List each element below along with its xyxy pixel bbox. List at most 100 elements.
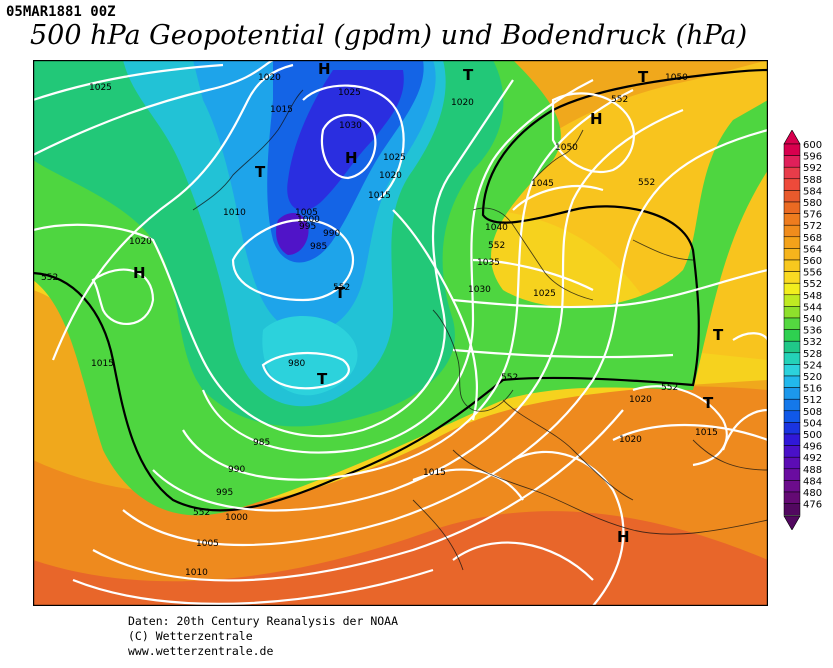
colorbar-tick-label: 488 (803, 465, 822, 476)
colorbar-cell (783, 329, 801, 342)
pressure-label: 1005 (196, 539, 219, 549)
geopotential-label: 552 (488, 241, 505, 251)
colorbar-cell (783, 445, 801, 458)
colorbar-cell (783, 306, 801, 319)
credits-url[interactable]: www.wetterzentrale.de (128, 644, 274, 658)
pressure-label: 1005 (295, 208, 318, 218)
pressure-label: 985 (310, 242, 327, 252)
colorbar-tick-label: 596 (803, 152, 822, 163)
colorbar-top-arrow (783, 130, 801, 145)
colorbar-cell (783, 468, 801, 481)
colorbar-tick-label: 600 (803, 140, 822, 151)
credits: Daten: 20th Century Reanalysis der NOAA … (128, 614, 398, 659)
credits-copyright: (C) Wetterzentrale (128, 629, 253, 643)
pressure-label: 1030 (339, 121, 362, 131)
pressure-label: 1025 (89, 83, 112, 93)
colorbar-tick-label: 592 (803, 163, 822, 174)
pressure-center-marker: T (317, 370, 328, 388)
colorbar-cell (783, 178, 801, 191)
colorbar-cell (783, 433, 801, 446)
geopotential-label: 552 (638, 178, 655, 188)
colorbar-tick-label: 524 (803, 360, 822, 371)
pressure-label: 1010 (223, 208, 246, 218)
pressure-label: 1035 (477, 258, 500, 268)
colorbar-tick-label: 484 (803, 476, 822, 487)
colorbar-tick-label: 588 (803, 175, 822, 186)
colorbar-tick-label: 536 (803, 326, 822, 337)
geopotential-labels: 552 552 552 552 552 552 552 552 (41, 95, 678, 518)
geopotential-label: 552 (193, 508, 210, 518)
pressure-center-marker: H (345, 149, 358, 167)
colorbar-tick-label: 512 (803, 395, 822, 406)
colorbar-cell (783, 480, 801, 493)
colorbar-tick-label: 548 (803, 291, 822, 302)
valid-time-label: 05MAR1881 00Z (6, 4, 116, 20)
geopotential-label: 552 (661, 383, 678, 393)
colorbar-cell (783, 259, 801, 272)
pressure-label: 1045 (531, 179, 554, 189)
pressure-center-marker: T (255, 163, 266, 181)
pressure-label: 1020 (129, 237, 152, 247)
pressure-label: 1020 (629, 395, 652, 405)
colorbar-cell (783, 166, 801, 180)
colorbar-tick-label: 564 (803, 244, 822, 255)
pressure-label: 1040 (485, 223, 508, 233)
colorbar-tick-label: 556 (803, 268, 822, 279)
pressure-center-marker: H (133, 264, 146, 282)
colorbar-cell (783, 294, 801, 307)
colorbar-tick-label: 552 (803, 279, 822, 290)
colorbar-tick-label: 576 (803, 210, 822, 221)
colorbar-cell (783, 236, 801, 249)
colorbar-cell (783, 248, 801, 261)
colorbar-tick-label: 480 (803, 488, 822, 499)
colorbar-tick-label: 532 (803, 337, 822, 348)
colorbar-tick-label: 560 (803, 256, 822, 267)
colorbar-cell (783, 387, 801, 400)
pressure-center-marker: T (713, 326, 724, 344)
colorbar-cells (783, 143, 801, 516)
pressure-label: 1020 (258, 73, 281, 83)
colorbar-cell (783, 410, 801, 423)
colorbar-tick-label: 528 (803, 349, 822, 360)
geopotential-label: 552 (501, 373, 518, 383)
colorbar-cell (783, 375, 801, 388)
colorbar: 6005965925885845805765725685645605565525… (783, 130, 822, 530)
colorbar-tick-label: 572 (803, 221, 822, 232)
field-cyan-low (262, 316, 358, 396)
colorbar-cell (783, 143, 801, 156)
pressure-label: 1020 (619, 435, 642, 445)
colorbar-cell (783, 340, 801, 354)
colorbar-cell (783, 352, 801, 365)
pressure-label: 995 (299, 222, 316, 232)
pressure-labels: 1025 1020 1015 1025 1030 1025 1020 1015 … (89, 73, 718, 578)
geopotential-label: 552 (41, 273, 58, 283)
pressure-label: 1025 (338, 88, 361, 98)
pressure-center-marker: H (590, 110, 603, 128)
colorbar-tick-label: 476 (803, 500, 822, 511)
colorbar-tick-label: 584 (803, 186, 822, 197)
colorbar-bottom-arrow (783, 515, 801, 530)
pressure-label: 1015 (695, 428, 718, 438)
pressure-label: 1000 (297, 215, 320, 225)
pressure-label: 1020 (451, 98, 474, 108)
colorbar-cell (783, 155, 801, 168)
credits-source: Daten: 20th Century Reanalysis der NOAA (128, 614, 399, 628)
pressure-label: 990 (228, 465, 245, 475)
pressure-label: 1015 (91, 359, 114, 369)
map-frame (33, 60, 768, 606)
pressure-label: 1050 (665, 73, 688, 83)
isobars (33, 60, 768, 606)
colorbar-tick-label: 508 (803, 407, 822, 418)
colorbar-cell (783, 213, 801, 226)
colorbar-cell (783, 317, 801, 330)
pressure-label: 1025 (383, 153, 406, 163)
colorbar-cell (783, 282, 801, 296)
pressure-label: 1020 (379, 171, 402, 181)
pressure-label: 1000 (225, 513, 248, 523)
pressure-label: 1015 (270, 105, 293, 115)
pressure-center-marker: T (335, 284, 346, 302)
colorbar-cell (783, 224, 801, 238)
geopotential-label: 552 (611, 95, 628, 105)
chart-title: 500 hPa Geopotential (gpdm) und Bodendru… (30, 20, 748, 51)
colorbar-tick-label: 540 (803, 314, 822, 325)
